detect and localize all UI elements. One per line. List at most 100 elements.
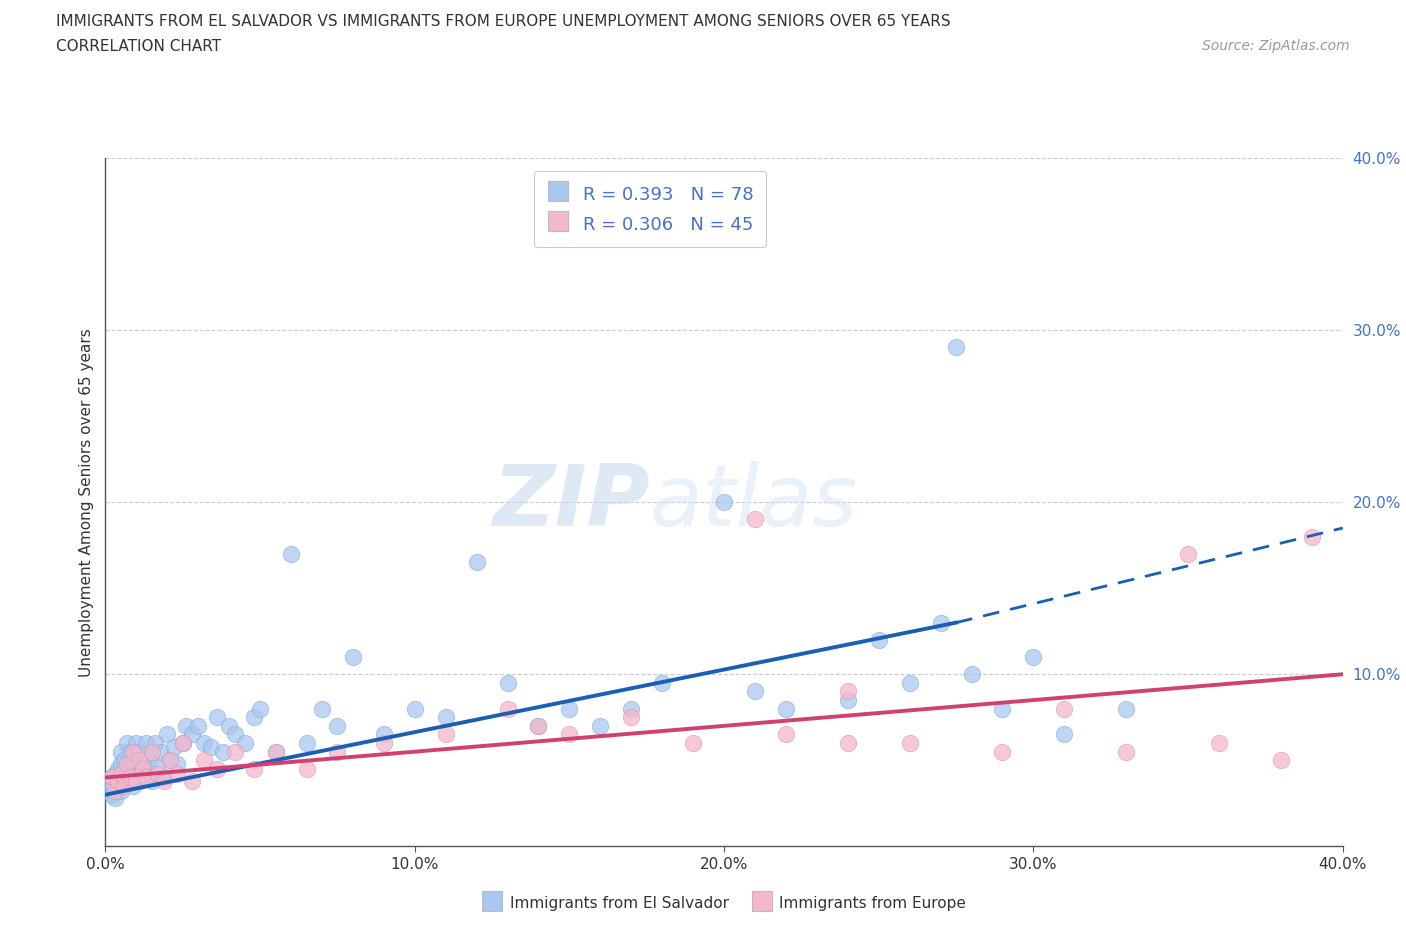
Point: [193, 753, 215, 768]
Point: [775, 727, 797, 742]
Text: CORRELATION CHART: CORRELATION CHART: [56, 39, 221, 54]
Point: [112, 753, 135, 768]
Point: [960, 667, 983, 682]
Point: [898, 675, 921, 690]
Point: [143, 736, 166, 751]
Point: [187, 719, 209, 734]
Point: [1270, 753, 1292, 768]
Text: ZIP: ZIP: [492, 460, 650, 544]
Point: [125, 736, 148, 751]
Point: [128, 774, 150, 789]
Point: [295, 762, 318, 777]
Point: [280, 547, 302, 562]
Point: [107, 774, 129, 789]
Point: [837, 693, 859, 708]
Point: [205, 762, 228, 777]
Point: [837, 736, 859, 751]
Point: [146, 756, 169, 771]
Point: [166, 756, 188, 771]
Point: [945, 340, 967, 355]
Point: [744, 684, 766, 699]
Point: [224, 744, 246, 759]
Point: [131, 756, 153, 771]
Point: [651, 675, 673, 690]
Point: [110, 784, 132, 799]
Point: [775, 701, 797, 716]
Point: [141, 744, 163, 759]
Point: [558, 727, 581, 742]
Point: [342, 650, 364, 665]
Point: [135, 736, 157, 751]
Point: [153, 774, 176, 789]
Point: [1115, 744, 1137, 759]
Point: [200, 739, 222, 754]
Point: [205, 710, 228, 724]
Point: [120, 744, 142, 759]
Point: [837, 684, 859, 699]
Point: [162, 739, 184, 754]
Point: [110, 756, 132, 771]
Point: [991, 701, 1014, 716]
Point: [135, 766, 157, 781]
Point: [174, 719, 197, 734]
Point: [295, 736, 318, 751]
Legend: Immigrants from El Salvador, Immigrants from Europe: Immigrants from El Salvador, Immigrants …: [477, 888, 972, 918]
Point: [100, 770, 122, 785]
Point: [115, 736, 138, 751]
Point: [104, 766, 127, 781]
Point: [122, 744, 145, 759]
Point: [159, 753, 181, 768]
Point: [212, 744, 235, 759]
Point: [1115, 701, 1137, 716]
Point: [112, 770, 135, 785]
Point: [218, 719, 240, 734]
Point: [434, 710, 457, 724]
Point: [264, 744, 287, 759]
Point: [122, 778, 145, 793]
Point: [373, 727, 395, 742]
Point: [527, 719, 550, 734]
Point: [434, 727, 457, 742]
Point: [264, 744, 287, 759]
Point: [100, 787, 122, 802]
Point: [373, 736, 395, 751]
Point: [181, 727, 204, 742]
Point: [107, 774, 129, 789]
Point: [249, 701, 271, 716]
Point: [153, 770, 176, 785]
Point: [713, 495, 735, 510]
Text: IMMIGRANTS FROM EL SALVADOR VS IMMIGRANTS FROM EUROPE UNEMPLOYMENT AMONG SENIORS: IMMIGRANTS FROM EL SALVADOR VS IMMIGRANT…: [56, 14, 950, 29]
Point: [620, 701, 643, 716]
Point: [898, 736, 921, 751]
Point: [120, 770, 142, 785]
Point: [1053, 727, 1076, 742]
Point: [125, 774, 148, 789]
Point: [326, 744, 349, 759]
Point: [224, 727, 246, 742]
Point: [868, 632, 890, 647]
Point: [682, 736, 704, 751]
Point: [112, 778, 135, 793]
Point: [589, 719, 612, 734]
Text: atlas: atlas: [650, 460, 858, 544]
Point: [156, 727, 179, 742]
Point: [243, 762, 266, 777]
Point: [1208, 736, 1230, 751]
Point: [1053, 701, 1076, 716]
Point: [125, 770, 148, 785]
Point: [620, 710, 643, 724]
Point: [172, 736, 194, 751]
Point: [97, 778, 120, 793]
Point: [120, 762, 142, 777]
Y-axis label: Unemployment Among Seniors over 65 years: Unemployment Among Seniors over 65 years: [79, 328, 94, 677]
Point: [496, 675, 519, 690]
Point: [131, 762, 153, 777]
Point: [404, 701, 426, 716]
Point: [311, 701, 333, 716]
Point: [243, 710, 266, 724]
Point: [110, 744, 132, 759]
Point: [146, 766, 169, 781]
Point: [115, 774, 138, 789]
Point: [166, 766, 188, 781]
Point: [1301, 529, 1323, 544]
